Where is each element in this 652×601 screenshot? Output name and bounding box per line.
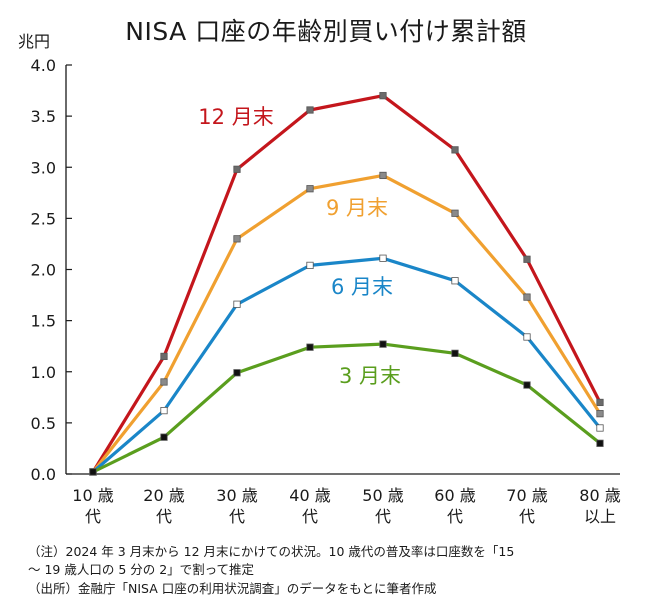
y-tick-label: 0.5 (31, 414, 56, 433)
data-point (523, 255, 531, 263)
series-line (91, 256, 602, 474)
series-line (91, 173, 602, 473)
x-tick-label: 30 歳代 (216, 486, 257, 526)
data-point (306, 185, 314, 193)
y-axis-unit-label: 兆円 (18, 32, 51, 51)
data-point (306, 343, 314, 351)
y-tick-label: 4.0 (31, 56, 56, 75)
y-tick-label: 2.0 (31, 261, 56, 280)
note-line-1: （注）2024 年 3 月末から 12 月末にかけての状況。10 歳代の普及率は… (28, 544, 515, 559)
x-tick-label: 70 歳代 (506, 486, 547, 526)
y-tick-label: 0.0 (31, 465, 56, 484)
data-point (160, 433, 168, 441)
x-tick-label: 60 歳代 (434, 486, 475, 526)
y-tick-label: 1.0 (31, 363, 56, 382)
data-point (451, 209, 459, 217)
series-label: 9 月末 (326, 196, 388, 220)
y-tick-label: 3.5 (31, 107, 56, 126)
data-point (523, 293, 531, 301)
data-point (523, 381, 531, 389)
data-point (596, 410, 604, 418)
series-line (92, 342, 601, 474)
data-point (160, 352, 168, 361)
data-point (89, 468, 97, 476)
data-point (451, 349, 459, 357)
series-label: 6 月末 (331, 275, 393, 299)
y-tick-label: 2.5 (31, 209, 56, 228)
data-point (379, 254, 387, 262)
series-label: 12 月末 (198, 105, 273, 129)
data-point (160, 407, 168, 415)
data-point (596, 439, 604, 447)
x-tick-label: 50 歳代 (362, 486, 403, 526)
x-tick-label: 20 歳代 (143, 486, 184, 526)
data-point (596, 424, 604, 432)
series-line (91, 94, 602, 473)
data-point (306, 261, 314, 270)
data-point (379, 171, 387, 180)
y-tick-label: 1.5 (31, 312, 56, 331)
y-tick-label: 3.0 (31, 158, 56, 177)
data-point (233, 235, 241, 243)
data-point (451, 146, 459, 154)
data-point (596, 398, 604, 407)
data-point (306, 106, 314, 114)
source-line: （出所）金融庁「NISA 口座の利用状況調査」のデータをもとに筆者作成 (28, 581, 437, 596)
data-point (160, 378, 168, 386)
data-point (233, 369, 241, 377)
x-tick-label: 80 歳以上 (579, 486, 620, 526)
data-point (451, 277, 459, 285)
x-tick-label: 10 歳代 (72, 486, 113, 526)
x-tick-label: 40 歳代 (289, 486, 330, 526)
chart-title: NISA 口座の年齢別買い付け累計額 (125, 17, 527, 46)
data-point (379, 92, 387, 100)
data-point (523, 333, 531, 341)
data-point (233, 300, 241, 308)
data-point (379, 340, 387, 348)
note-line-2: ～ 19 歳人口の 5 分の 2」で割って推定 (28, 562, 255, 577)
series-label: 3 月末 (339, 364, 401, 388)
data-point (233, 165, 241, 173)
